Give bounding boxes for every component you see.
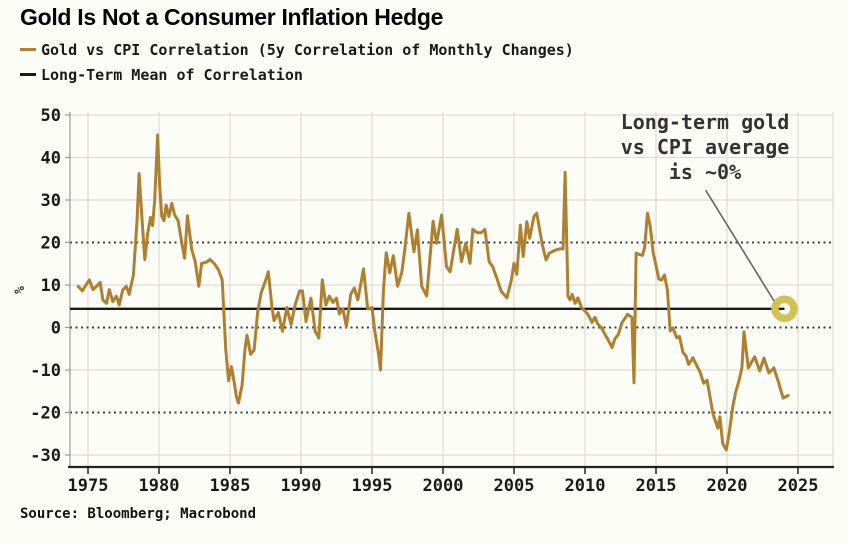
y-tick-label: 20 — [41, 234, 61, 254]
x-tick-label: 1995 — [352, 476, 393, 496]
legend-swatch-gold-line-icon — [20, 48, 36, 51]
legend-label-gold-cpi-correlation: Gold vs CPI Correlation (5y Correlation … — [41, 40, 574, 59]
legend-label-long-term-mean: Long-Term Mean of Correlation — [41, 65, 303, 84]
x-tick-label: 1975 — [68, 476, 109, 496]
y-axis-ticks: 50 40 30 20 10 0 -10 -20 -30 — [30, 106, 70, 466]
legend-item-gold-cpi-correlation: Gold vs CPI Correlation (5y Correlation … — [20, 37, 574, 62]
x-tick-label: 2005 — [494, 476, 535, 496]
chart-title: Gold Is Not a Consumer Inflation Hedge — [20, 4, 444, 30]
source-note: Source: Bloomberg; Macrobond — [20, 506, 257, 522]
x-tick-label: 2000 — [423, 476, 464, 496]
annotation-pointer-line — [705, 189, 777, 305]
y-tick-label: 50 — [41, 106, 61, 126]
legend: Gold vs CPI Correlation (5y Correlation … — [20, 37, 574, 87]
y-tick-label: 0 — [51, 319, 61, 339]
x-axis-ticks: 1975 1980 1985 1990 1995 2000 2005 2010 2015 2020… — [68, 468, 819, 496]
x-tick-label: 1990 — [281, 476, 322, 496]
x-tick-label: 2025 — [778, 476, 819, 496]
legend-swatch-mean-line-icon — [20, 73, 36, 76]
y-tick-label: 40 — [41, 149, 61, 169]
x-tick-label: 1980 — [139, 476, 180, 496]
y-tick-label: 30 — [41, 191, 61, 211]
legend-item-long-term-mean: Long-Term Mean of Correlation — [20, 62, 574, 87]
x-tick-label: 2020 — [707, 476, 748, 496]
y-tick-label: -10 — [30, 361, 61, 381]
gridlines — [70, 112, 834, 467]
x-tick-label: 2010 — [565, 476, 606, 496]
y-tick-label: 10 — [41, 276, 61, 296]
y-axis-unit-label: % — [13, 286, 28, 294]
y-tick-label: -20 — [30, 404, 61, 424]
mean-endpoint-marker — [771, 295, 798, 323]
x-tick-label: 1985 — [210, 476, 251, 496]
annotation-long-term-average: Long-term gold vs CPI average is ~0% — [620, 110, 790, 184]
axes — [68, 112, 834, 469]
x-tick-label: 2015 — [636, 476, 677, 496]
y-tick-label: -30 — [30, 446, 61, 466]
gold-cpi-correlation-series — [76, 133, 790, 452]
